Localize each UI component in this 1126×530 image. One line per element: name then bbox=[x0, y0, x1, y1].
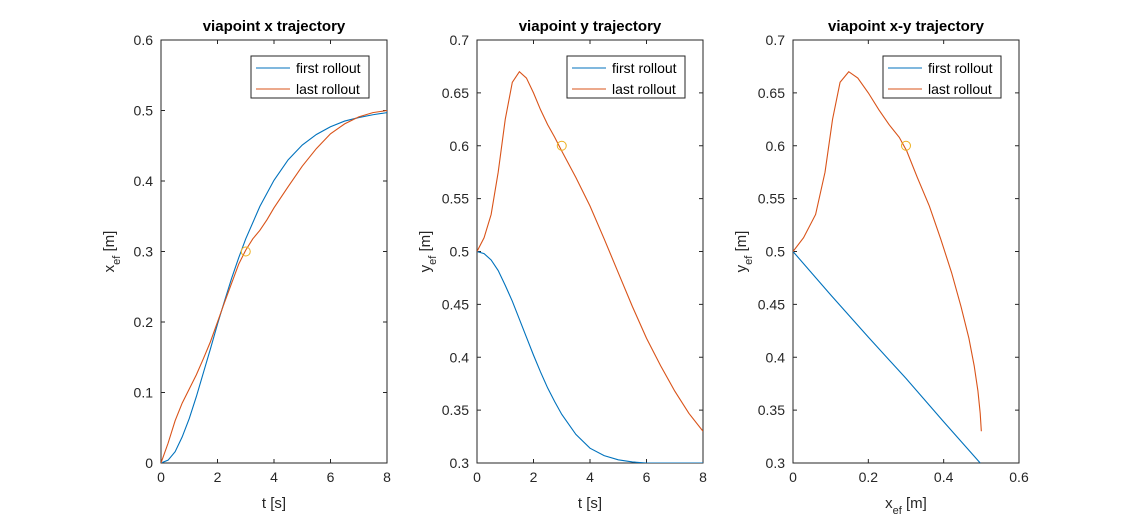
x-tick-label: 0 bbox=[473, 469, 481, 485]
x-axis-label: t [s] bbox=[262, 495, 286, 512]
subplot-1: 0 2 4 6 8 0 0.1 0.2 0.3 0.4 0.5 0.6 viapoint x traje… bbox=[101, 18, 391, 512]
x-tick-label: 6 bbox=[327, 469, 335, 485]
y-tick-label: 0.55 bbox=[758, 191, 785, 207]
y-tick-label: 0.6 bbox=[450, 138, 470, 154]
y-tick-label: 0.2 bbox=[134, 314, 154, 330]
y-axis-label: yef [m] bbox=[417, 231, 439, 273]
y-tick-label: 0.3 bbox=[766, 455, 786, 471]
y-tick-label: 0.35 bbox=[442, 402, 469, 418]
x-tick-label: 0.2 bbox=[859, 469, 879, 485]
y-tick-label: 0.45 bbox=[758, 296, 785, 312]
x-tick-label: 8 bbox=[383, 469, 391, 485]
y-tick-label: 0.5 bbox=[450, 244, 470, 260]
series-line-last-rollout bbox=[161, 109, 387, 463]
x-axis-label: xef [m] bbox=[885, 495, 927, 517]
legend-box bbox=[882, 55, 1002, 99]
legend-box bbox=[250, 55, 370, 99]
y-tick-label: 0.3 bbox=[450, 455, 470, 471]
x-tick-label: 0 bbox=[789, 469, 797, 485]
x-tick-label: 0.4 bbox=[934, 469, 954, 485]
series-line-last-rollout bbox=[477, 70, 703, 432]
legend-entry: last rollout bbox=[296, 81, 360, 97]
y-tick-label: 0.7 bbox=[450, 32, 470, 48]
legend-entry: last rollout bbox=[612, 81, 676, 97]
chart-title: viapoint x trajectory bbox=[203, 18, 346, 35]
axes-box bbox=[792, 39, 1020, 464]
series-line-first-rollout bbox=[477, 250, 703, 463]
subplot-2: 0 2 4 6 8 0.3 0.35 0.4 0.45 0.5 0.55 0.6 0.65 0.7 viap… bbox=[417, 18, 707, 512]
chart-title: viapoint x-y trajectory bbox=[828, 18, 985, 35]
chart-title: viapoint y trajectory bbox=[519, 18, 662, 35]
legend: first rollout last rollout bbox=[882, 55, 1002, 99]
y-tick-label: 0.65 bbox=[758, 85, 785, 101]
viapoint-marker bbox=[901, 140, 911, 151]
y-tick-label: 0.1 bbox=[134, 385, 154, 401]
y-tick-label: 0.7 bbox=[766, 32, 786, 48]
y-tick-label: 0.5 bbox=[134, 103, 154, 119]
series-line-first-rollout bbox=[161, 112, 387, 463]
legend: first rollout last rollout bbox=[566, 55, 686, 99]
x-tick-label: 2 bbox=[214, 469, 222, 485]
y-tick-label: 0.3 bbox=[134, 244, 154, 260]
legend-entry: first rollout bbox=[612, 60, 677, 76]
y-tick-label: 0.45 bbox=[442, 296, 469, 312]
viapoint-marker bbox=[556, 140, 567, 151]
x-tick-label: 0.6 bbox=[1009, 469, 1029, 485]
y-tick-label: 0.4 bbox=[766, 349, 786, 365]
legend-entry: first rollout bbox=[296, 60, 361, 76]
x-tick-label: 4 bbox=[270, 469, 278, 485]
axes-box bbox=[476, 39, 704, 464]
subplot-3: 0 0.2 0.4 0.6 0.3 0.35 0.4 0.45 0.5 0.55 0.6 0.65 0.… bbox=[733, 18, 1029, 517]
series-line-first-rollout bbox=[793, 251, 981, 463]
legend-entry: first rollout bbox=[928, 60, 993, 76]
y-tick-label: 0.4 bbox=[450, 349, 470, 365]
legend-entry: last rollout bbox=[928, 81, 992, 97]
y-tick-label: 0.6 bbox=[134, 32, 154, 48]
y-tick-label: 0.6 bbox=[766, 138, 786, 154]
y-axis-label: xef [m] bbox=[101, 231, 123, 273]
y-tick-label: 0.55 bbox=[442, 191, 469, 207]
y-tick-label: 0.5 bbox=[766, 244, 786, 260]
y-tick-label: 0.4 bbox=[134, 173, 154, 189]
x-tick-label: 8 bbox=[699, 469, 707, 485]
x-tick-label: 2 bbox=[530, 469, 538, 485]
y-tick-label: 0.65 bbox=[442, 85, 469, 101]
y-tick-label: 0 bbox=[145, 455, 153, 471]
series-line-last-rollout bbox=[793, 70, 982, 432]
legend-box bbox=[566, 55, 686, 99]
axes-box bbox=[160, 39, 388, 464]
x-tick-label: 0 bbox=[157, 469, 165, 485]
viapoint-marker bbox=[240, 246, 251, 257]
y-axis-label: yef [m] bbox=[733, 231, 755, 273]
y-tick-label: 0.35 bbox=[758, 402, 785, 418]
x-axis-label: t [s] bbox=[578, 495, 602, 512]
x-tick-label: 6 bbox=[643, 469, 651, 485]
legend: first rollout last rollout bbox=[250, 55, 370, 99]
x-tick-label: 4 bbox=[586, 469, 594, 485]
